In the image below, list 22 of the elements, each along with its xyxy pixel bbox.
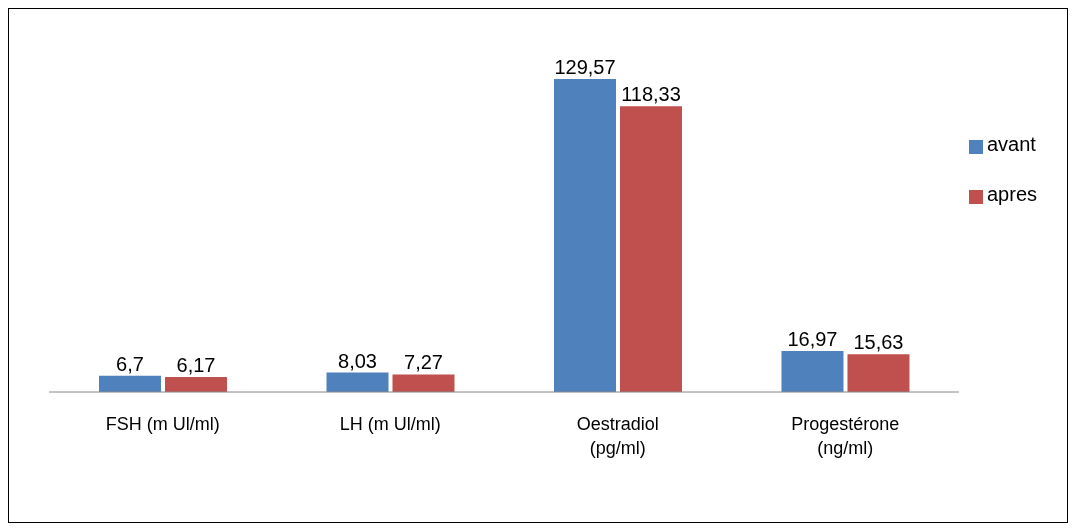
data-label: 6,7 [116,352,144,375]
bar [392,374,455,392]
x-tick-label: FSH (m Ul/ml) [105,414,220,434]
x-tick-label: Progestérone (ng/ml) [791,414,900,458]
data-label: 15,63 [853,331,904,354]
data-label: 129,57 [554,56,616,78]
legend-label: apres [986,183,1037,205]
legend-label: avant [986,133,1036,155]
bar [781,351,844,392]
x-tick-label: LH (m Ul/ml) [339,414,441,434]
data-label: 16,97 [787,328,838,351]
x-tick-label: Oestradiol (pg/ml) [576,414,659,458]
bar [619,106,682,392]
bar [165,377,227,392]
bar [847,354,910,392]
bar [553,79,616,392]
data-label: 6,17 [176,354,216,377]
data-label: 7,27 [404,351,443,374]
data-label: 8,03 [338,349,377,372]
data-label: 118,33 [621,83,681,106]
bar [326,372,389,392]
bar [99,375,161,392]
